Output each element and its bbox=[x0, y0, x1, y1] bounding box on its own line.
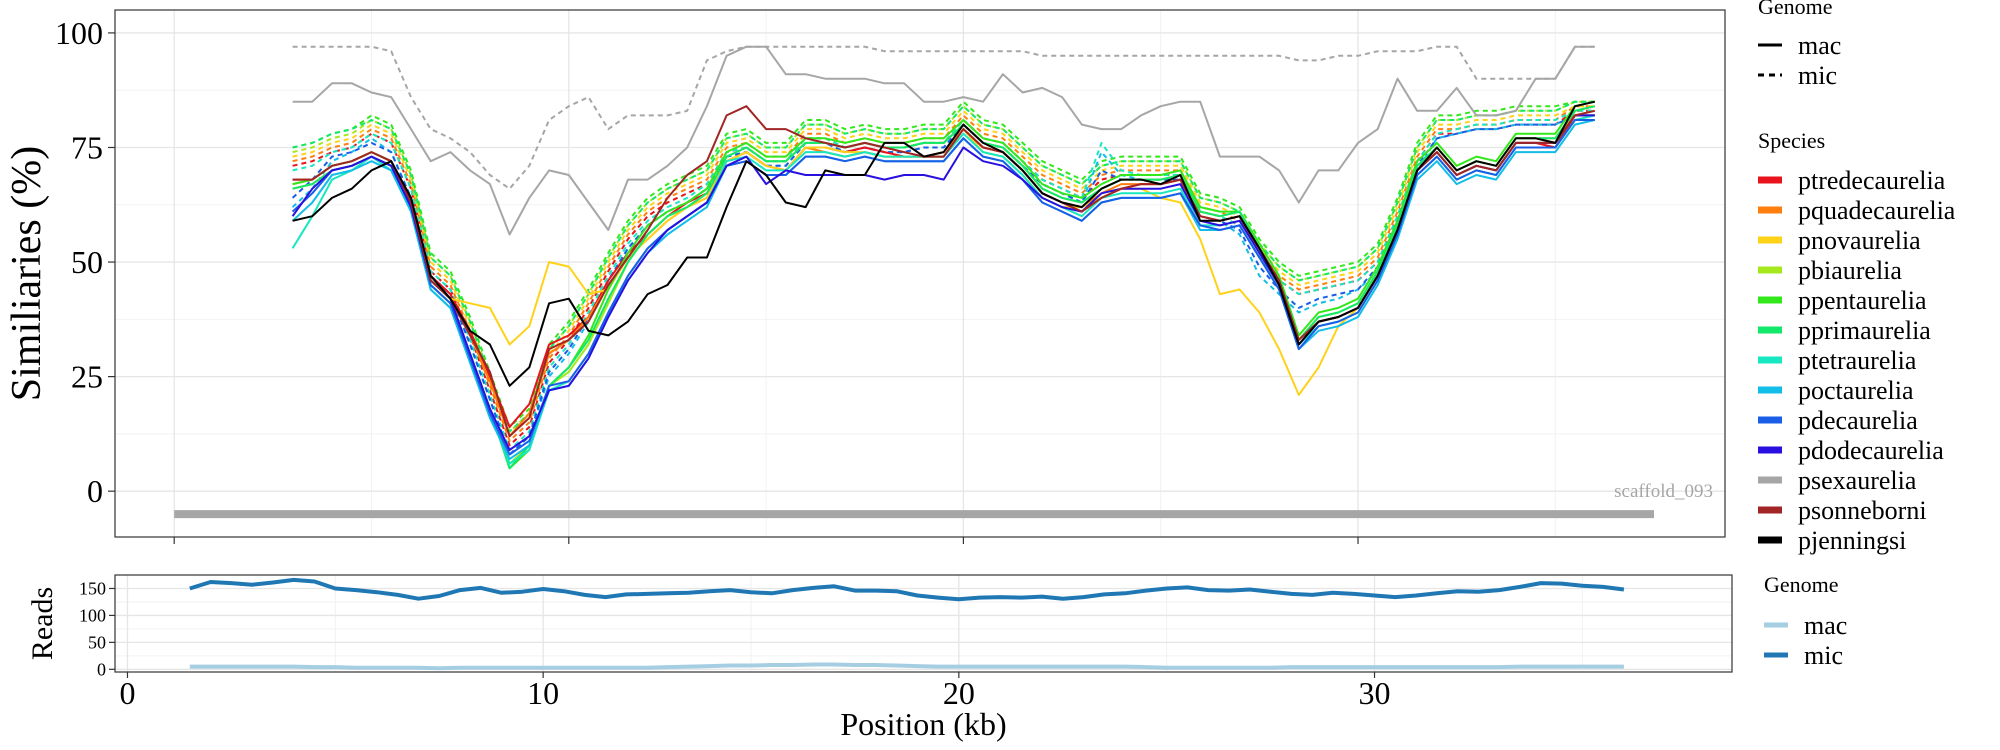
legend-label-mac: mac bbox=[1798, 31, 1841, 60]
y-tick-label: 150 bbox=[79, 578, 106, 598]
similarity-plot-border bbox=[114, 9, 1726, 538]
y-tick-label: 50 bbox=[88, 632, 106, 652]
series-line-pprimaurelia-mac bbox=[292, 105, 1596, 470]
legend-species-title: Species bbox=[1758, 128, 1825, 153]
legend-label-pdodecaurelia: pdodecaurelia bbox=[1798, 436, 1944, 465]
y-tick-label: 75 bbox=[71, 129, 103, 165]
reads-line-mac bbox=[189, 662, 1624, 671]
x-tick-label: 20 bbox=[943, 675, 975, 711]
reads-axes: 0 50 100 150 0 10 20 30 bbox=[79, 578, 1391, 711]
reads-panel: 0 50 100 150 0 10 20 30 Reads Position (kb) bbox=[26, 574, 1733, 742]
reads-plot-border bbox=[114, 574, 1733, 673]
legend-label-pquadecaurelia: pquadecaurelia bbox=[1798, 196, 1956, 225]
scaffold-label: scaffold_093 bbox=[1614, 481, 1713, 502]
legend-label-mic: mic bbox=[1804, 641, 1843, 670]
similarity-plot-area bbox=[115, 10, 1725, 537]
y-tick-label: 100 bbox=[55, 15, 103, 51]
reads-y-axis-label: Reads bbox=[26, 587, 59, 660]
legend-genome-title: Genome bbox=[1758, 0, 1833, 19]
legend-species: Species ptredecaureliapquadecaureliapnov… bbox=[1758, 128, 1956, 555]
legend-label-pjenningsi: pjenningsi bbox=[1798, 526, 1906, 555]
legend-label-mac: mac bbox=[1804, 611, 1847, 640]
x-tick-label: 0 bbox=[119, 675, 135, 711]
legend-label-pprimaurelia: pprimaurelia bbox=[1798, 316, 1931, 345]
legend-label-pbiaurelia: pbiaurelia bbox=[1798, 256, 1902, 285]
y-tick-label: 0 bbox=[87, 473, 103, 509]
legend-label-psexaurelia: psexaurelia bbox=[1798, 466, 1917, 495]
series-line-pjenningsi-mac bbox=[292, 100, 1596, 387]
y-tick-label: 0 bbox=[97, 659, 106, 679]
x-tick-label: 30 bbox=[1359, 675, 1391, 711]
y-tick-label: 100 bbox=[79, 605, 106, 625]
legend-label-pnovaurelia: pnovaurelia bbox=[1798, 226, 1921, 255]
legend-label-mic: mic bbox=[1798, 61, 1837, 90]
x-tick-label: 10 bbox=[527, 675, 559, 711]
legend-label-pdecaurelia: pdecaurelia bbox=[1798, 406, 1918, 435]
similarity-panel: 0 25 50 75 100 scaffold_093 Similiaries (%) bbox=[4, 9, 1726, 544]
legend-label-ppentaurelia: ppentaurelia bbox=[1798, 286, 1927, 315]
legend-label-ptredecaurelia: ptredecaurelia bbox=[1798, 166, 1946, 195]
legend-reads-genome-title: Genome bbox=[1764, 572, 1839, 597]
legend-label-poctaurelia: poctaurelia bbox=[1798, 376, 1914, 405]
legend-label-psonneborni: psonneborni bbox=[1798, 496, 1927, 525]
series-line-pquadecaurelia-mic bbox=[292, 105, 1595, 442]
y-tick-label: 50 bbox=[71, 244, 103, 280]
series-line-pprimaurelia-mic bbox=[292, 100, 1595, 433]
y-tick-label: 25 bbox=[71, 359, 103, 395]
series-line-psexaurelia-mac bbox=[292, 45, 1595, 236]
series-line-psexaurelia-mic bbox=[292, 45, 1595, 190]
similarity-series bbox=[291, 45, 1596, 470]
reads-line-mic bbox=[189, 577, 1625, 602]
reads-series bbox=[189, 577, 1625, 671]
similarity-axes: 0 25 50 75 100 bbox=[55, 15, 1359, 544]
legend-label-ptetraurelia: ptetraurelia bbox=[1798, 346, 1917, 375]
position-x-axis-label: Position (kb) bbox=[840, 706, 1006, 742]
similarity-y-axis-label: Similiaries (%) bbox=[4, 146, 50, 401]
series-line-pdecaurelia-mac bbox=[291, 119, 1595, 456]
